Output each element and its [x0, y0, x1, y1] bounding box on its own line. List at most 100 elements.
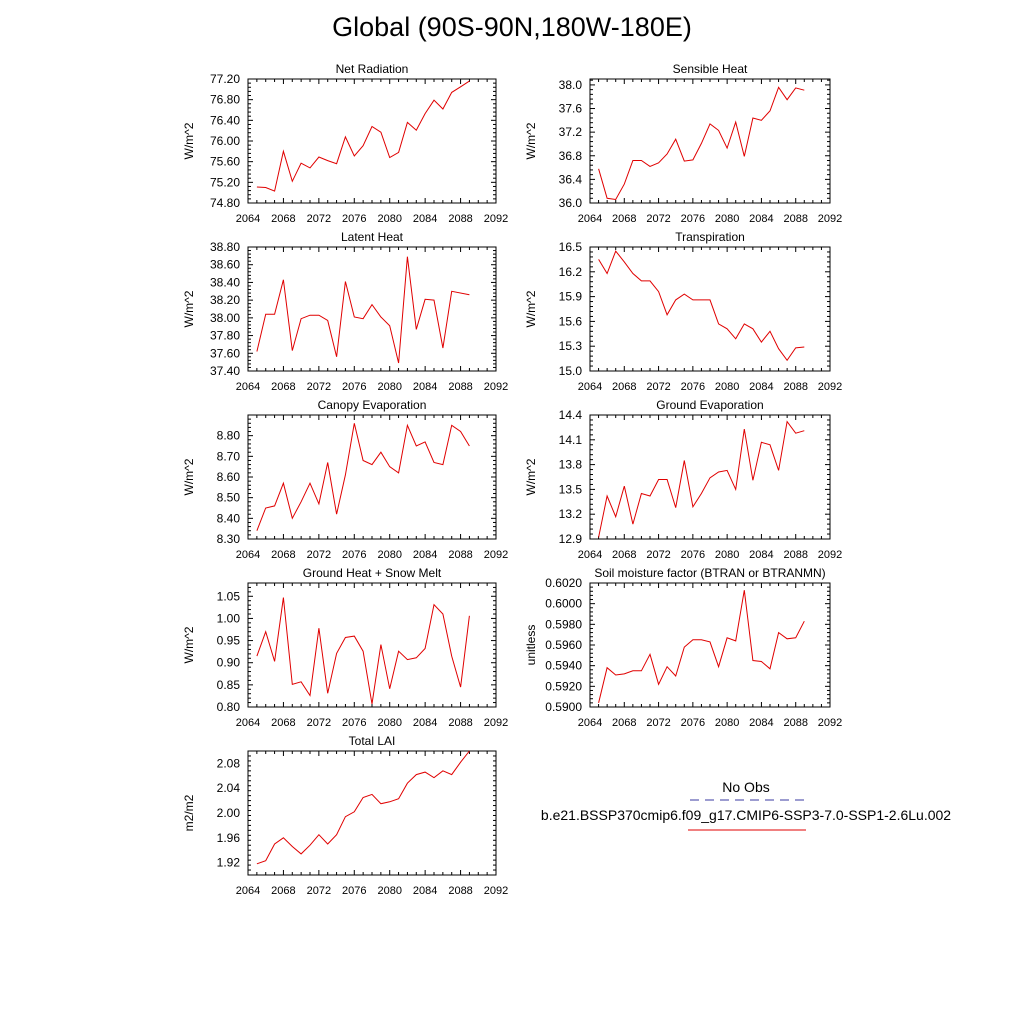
- y-tick-label: 8.50: [217, 491, 241, 505]
- y-tick-label: 15.3: [559, 339, 583, 353]
- panel-2: Sensible Heat W/m^2 2064 2068 2072 2076 2080 20…: [524, 62, 842, 225]
- plot-frame: [589, 414, 831, 540]
- y-tick-label: 75.20: [210, 175, 240, 189]
- x-tick-label: 2092: [818, 717, 842, 729]
- x-tick-label: 2072: [307, 381, 331, 393]
- y-axis-label: W/m^2: [524, 122, 538, 159]
- x-tick-label: 2064: [236, 381, 260, 393]
- x-tick-label: 2092: [484, 549, 508, 561]
- y-tick-label: 8.60: [217, 470, 241, 484]
- y-tick-label: 8.70: [217, 449, 241, 463]
- x-tick-label: 2072: [646, 213, 670, 225]
- x-tick-label: 2092: [484, 213, 508, 225]
- panel-title: Total LAI: [349, 734, 396, 748]
- x-tick-label: 2080: [377, 549, 401, 561]
- plot-frame: [247, 582, 497, 708]
- y-tick-label: 75.60: [210, 155, 240, 169]
- panel-title: Ground Evaporation: [656, 398, 763, 412]
- y-axis-label: m2/m2: [182, 794, 196, 831]
- x-tick-label: 2076: [342, 381, 366, 393]
- x-tick-label: 2076: [342, 213, 366, 225]
- panel-title: Ground Heat + Snow Melt: [303, 566, 442, 580]
- y-tick-label: 0.5920: [545, 679, 582, 693]
- panel-title: Soil moisture factor (BTRAN or BTRANMN): [594, 566, 825, 580]
- y-tick-label: 16.5: [559, 240, 583, 254]
- series-line: [598, 86, 805, 201]
- plot-frame: [247, 414, 497, 540]
- y-tick-label: 1.92: [217, 856, 241, 870]
- legend: No Obs b.e21.BSSP370cmip6.f09_g17.CMIP6-…: [541, 779, 951, 831]
- panel-4: Transpiration W/m^2 2064 2068 2072 2076 2080 20…: [524, 230, 842, 393]
- x-tick-label: 2068: [271, 549, 295, 561]
- x-tick-label: 2080: [715, 381, 739, 393]
- x-tick-label: 2076: [681, 381, 705, 393]
- panel-5: Canopy Evaporation W/m^2 2064 2068 2072 2076 2…: [182, 398, 508, 561]
- y-tick-label: 38.00: [210, 311, 240, 325]
- x-tick-label: 2064: [236, 885, 260, 897]
- series-line: [598, 420, 805, 538]
- x-tick-label: 2092: [484, 717, 508, 729]
- series-line: [256, 256, 470, 364]
- x-tick-label: 2068: [271, 381, 295, 393]
- y-tick-label: 76.00: [210, 134, 240, 148]
- y-tick-label: 36.0: [559, 196, 583, 210]
- series-line: [598, 590, 805, 704]
- y-tick-label: 37.6: [559, 102, 583, 116]
- x-tick-label: 2088: [448, 213, 472, 225]
- y-tick-label: 1.96: [217, 831, 241, 845]
- x-tick-label: 2080: [377, 717, 401, 729]
- y-tick-label: 2.00: [217, 806, 241, 820]
- y-tick-label: 37.2: [559, 125, 583, 139]
- y-axis-label: W/m^2: [524, 458, 538, 495]
- y-tick-label: 37.80: [210, 329, 240, 343]
- x-tick-label: 2084: [749, 717, 773, 729]
- y-tick-label: 0.85: [217, 678, 241, 692]
- panel-3: Latent Heat W/m^2 2064 2068 2072 2076 2080 2084…: [182, 230, 508, 393]
- y-tick-label: 15.0: [559, 364, 583, 378]
- x-tick-label: 2092: [818, 549, 842, 561]
- y-tick-label: 8.30: [217, 532, 241, 546]
- y-tick-label: 36.4: [559, 172, 583, 186]
- y-axis-label: W/m^2: [524, 290, 538, 327]
- panel-9: Total LAI m2/m2 2064 2068 2072 2076 2080 2084 20…: [182, 734, 508, 897]
- x-tick-label: 2076: [342, 717, 366, 729]
- plot-frame: [247, 750, 497, 876]
- x-tick-label: 2080: [715, 549, 739, 561]
- panel-title: Net Radiation: [336, 62, 409, 76]
- y-tick-label: 38.80: [210, 240, 240, 254]
- panels: Net Radiation W/m^2 2064 2068 2072 2076 2080 20…: [182, 62, 842, 897]
- y-tick-label: 12.9: [559, 532, 583, 546]
- x-tick-label: 2068: [271, 717, 295, 729]
- x-tick-label: 2084: [413, 213, 437, 225]
- y-tick-label: 38.60: [210, 258, 240, 272]
- y-tick-label: 2.08: [217, 756, 241, 770]
- y-tick-label: 13.5: [559, 482, 583, 496]
- plot-frame: [589, 582, 831, 708]
- y-tick-label: 38.20: [210, 293, 240, 307]
- x-tick-label: 2088: [448, 381, 472, 393]
- x-tick-label: 2072: [307, 213, 331, 225]
- y-axis-label: W/m^2: [182, 458, 196, 495]
- x-tick-label: 2080: [377, 885, 401, 897]
- y-axis-label: unitless: [524, 625, 538, 666]
- x-tick-label: 2064: [236, 213, 260, 225]
- x-tick-label: 2076: [342, 885, 366, 897]
- y-tick-label: 0.80: [217, 700, 241, 714]
- x-tick-label: 2064: [236, 717, 260, 729]
- panel-title: Sensible Heat: [673, 62, 748, 76]
- y-tick-label: 0.90: [217, 656, 241, 670]
- y-tick-label: 0.95: [217, 634, 241, 648]
- plot-frame: [589, 246, 831, 372]
- x-tick-label: 2068: [612, 549, 636, 561]
- panel-title: Canopy Evaporation: [318, 398, 427, 412]
- series-line: [256, 750, 470, 865]
- y-tick-label: 37.40: [210, 364, 240, 378]
- y-tick-label: 0.5900: [545, 700, 582, 714]
- y-tick-label: 8.80: [217, 429, 241, 443]
- x-tick-label: 2088: [783, 213, 807, 225]
- y-tick-label: 1.05: [217, 589, 241, 603]
- x-tick-label: 2072: [307, 717, 331, 729]
- y-tick-label: 14.4: [559, 408, 583, 422]
- x-tick-label: 2076: [681, 213, 705, 225]
- panel-6: Ground Evaporation W/m^2 2064 2068 2072 2076 2…: [524, 398, 842, 561]
